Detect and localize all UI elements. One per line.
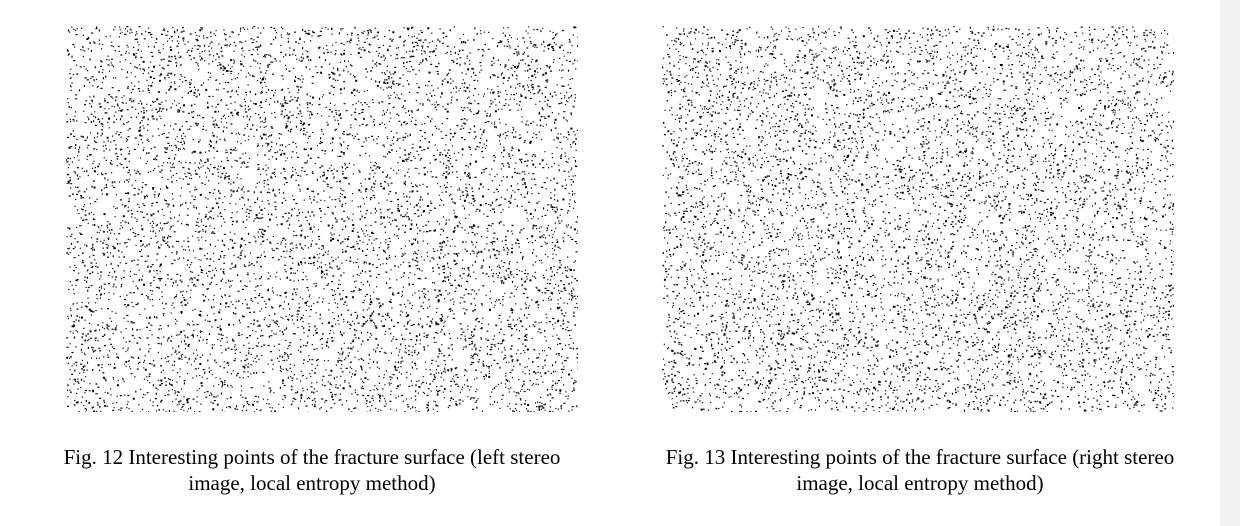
figure-caption-12: Fig. 12 Interesting points of the fractu… — [12, 444, 612, 496]
interest-points — [662, 26, 1174, 412]
interest-points-scatter-right — [662, 26, 1174, 412]
interest-point-marks — [662, 26, 1174, 412]
caption-line-1: Fig. 12 Interesting points of the fractu… — [63, 445, 561, 469]
interest-points-scatter-left — [66, 26, 578, 412]
page-edge-strip — [1220, 0, 1240, 526]
interest-points — [66, 26, 578, 412]
fracture-points-plot-left — [66, 26, 578, 412]
fracture-points-plot-right — [662, 26, 1174, 412]
caption-line-2: image, local entropy method) — [188, 471, 436, 495]
caption-line-1: Fig. 13 Interesting points of the fractu… — [665, 445, 1175, 469]
caption-line-2: image, local entropy method) — [796, 471, 1044, 495]
figure-caption-13: Fig. 13 Interesting points of the fractu… — [620, 444, 1220, 496]
interest-point-marks — [66, 26, 578, 412]
